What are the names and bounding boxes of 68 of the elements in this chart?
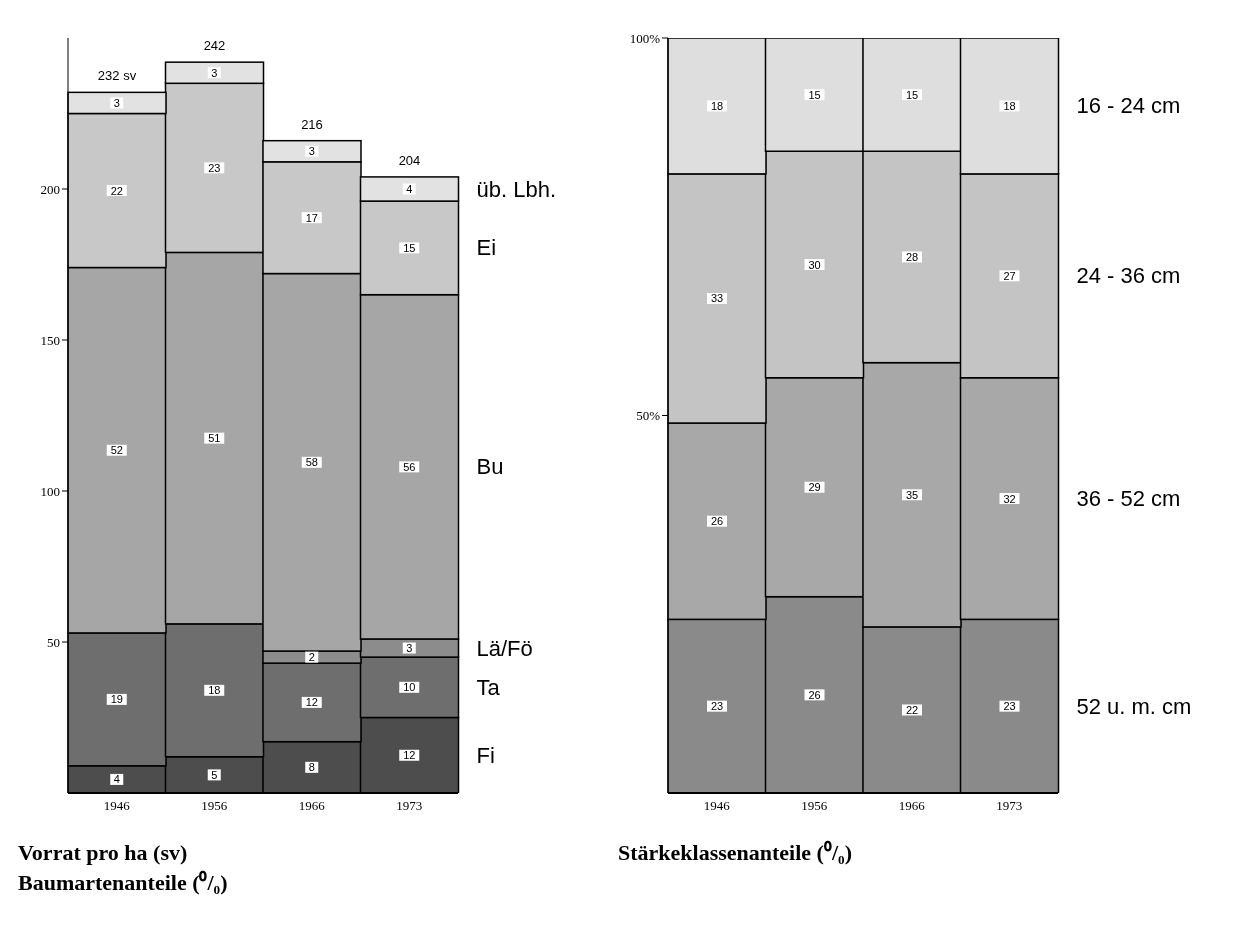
y-tick-label: 100% (629, 30, 661, 46)
annotation: 15 (403, 241, 416, 254)
data-label: 18 (710, 99, 724, 112)
data-label: 32 (1003, 492, 1016, 505)
data-label: 28 (905, 250, 919, 263)
data-label: 18 (1003, 99, 1016, 112)
annotation: 3 (406, 642, 413, 655)
annotation: 52 (110, 444, 123, 457)
data-label: 23 (1003, 700, 1016, 713)
annotation: 3 (113, 96, 120, 109)
series-label: Fi (476, 742, 495, 768)
series-label: 52 u. m. cm (1076, 693, 1192, 719)
data-label: 26 (710, 515, 724, 528)
annotation: 10 (403, 681, 416, 694)
x-tick-label: 1956 (201, 798, 228, 814)
annotation: 3 (308, 145, 315, 158)
total-label: 204 (398, 152, 421, 168)
x-tick-label: 1946 (103, 798, 131, 814)
data-label: 35 (905, 488, 919, 501)
series-label: üb. Lbh. (476, 176, 557, 202)
series-label: Bu (476, 454, 504, 480)
data-label: 29 (808, 481, 821, 494)
data-label: 27 (1003, 269, 1016, 282)
data-label: 15 (808, 88, 821, 101)
annotation: 51 (208, 432, 221, 445)
annotation: 4 (113, 773, 120, 786)
total-label: 216 (301, 116, 323, 132)
annotation: 56 (403, 460, 416, 473)
annotation: 12 (403, 749, 416, 762)
total-label: 242 (203, 38, 226, 54)
annotation: 12 (305, 696, 318, 709)
annotation: 2 (308, 651, 315, 664)
series-label: 36 - 52 cm (1076, 486, 1181, 512)
x-tick-label: 1966 (898, 798, 926, 814)
data-label: 33 (710, 292, 724, 305)
annotation: 3 (211, 66, 218, 79)
y-tick-label: 50% (636, 408, 661, 424)
y-tick-label: 200 (40, 181, 60, 197)
annotation: 19 (110, 693, 123, 706)
series-label: 16 - 24 cm (1076, 93, 1181, 119)
y-tick-label: 100 (40, 483, 60, 499)
x-axis-title: Vorrat pro ha (sv) Baumartenanteile (⁰/₀) (17, 839, 229, 897)
y-tick-label: 150 (40, 332, 60, 348)
data-label: 22 (905, 703, 919, 716)
annotation: 23 (208, 161, 221, 174)
x-tick-label: 1946 (703, 798, 731, 814)
series-label: 24 - 36 cm (1076, 263, 1181, 289)
x-axis-title: Stärkeklassenanteile (⁰/₀) (617, 839, 853, 867)
x-tick-label: 1973 (396, 798, 423, 814)
total-label: 232 sv (97, 68, 137, 84)
annotation: 18 (208, 684, 221, 697)
y-tick-label: 50 (47, 634, 60, 650)
series-label: Ta (476, 674, 501, 700)
data-label: 15 (905, 88, 919, 101)
data-label: 30 (808, 258, 821, 271)
series-label: Lä/Fö (476, 635, 533, 661)
annotation: 17 (305, 211, 318, 224)
x-tick-label: 1956 (801, 798, 828, 814)
annotation: 22 (110, 184, 123, 197)
data-label: 23 (710, 700, 724, 713)
x-tick-label: 1973 (996, 798, 1023, 814)
annotation: 58 (305, 456, 318, 469)
data-label: 26 (808, 688, 821, 701)
annotation: 5 (211, 768, 218, 781)
annotation: 4 (406, 183, 413, 195)
x-tick-label: 1966 (298, 798, 326, 814)
annotation: 8 (308, 761, 315, 774)
series-label: Ei (476, 235, 497, 261)
